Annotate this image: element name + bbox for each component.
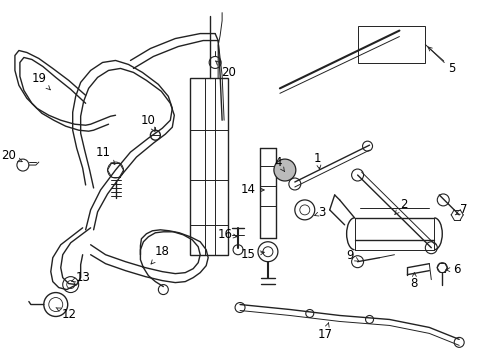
Text: 4: 4 bbox=[274, 156, 284, 171]
Text: 8: 8 bbox=[410, 273, 417, 290]
Text: 2: 2 bbox=[394, 198, 407, 214]
Text: 18: 18 bbox=[151, 245, 169, 264]
Text: 10: 10 bbox=[141, 114, 156, 132]
Text: 13: 13 bbox=[71, 271, 90, 284]
Bar bbox=[190, 78, 227, 255]
Text: 17: 17 bbox=[317, 323, 331, 341]
Text: 20: 20 bbox=[1, 149, 22, 162]
Bar bbox=[357, 26, 425, 63]
Text: 9: 9 bbox=[345, 249, 358, 262]
Text: 12: 12 bbox=[56, 307, 76, 321]
Text: 6: 6 bbox=[445, 263, 460, 276]
Text: 16: 16 bbox=[217, 228, 237, 241]
Text: 15: 15 bbox=[240, 248, 264, 261]
Text: 20: 20 bbox=[215, 61, 235, 79]
Text: 7: 7 bbox=[454, 203, 467, 216]
Circle shape bbox=[273, 159, 295, 181]
Text: 5: 5 bbox=[427, 47, 455, 75]
Text: 14: 14 bbox=[240, 184, 264, 197]
Text: 1: 1 bbox=[313, 152, 321, 169]
Text: 11: 11 bbox=[96, 145, 115, 165]
Text: 3: 3 bbox=[314, 206, 325, 219]
Text: 19: 19 bbox=[31, 72, 50, 90]
